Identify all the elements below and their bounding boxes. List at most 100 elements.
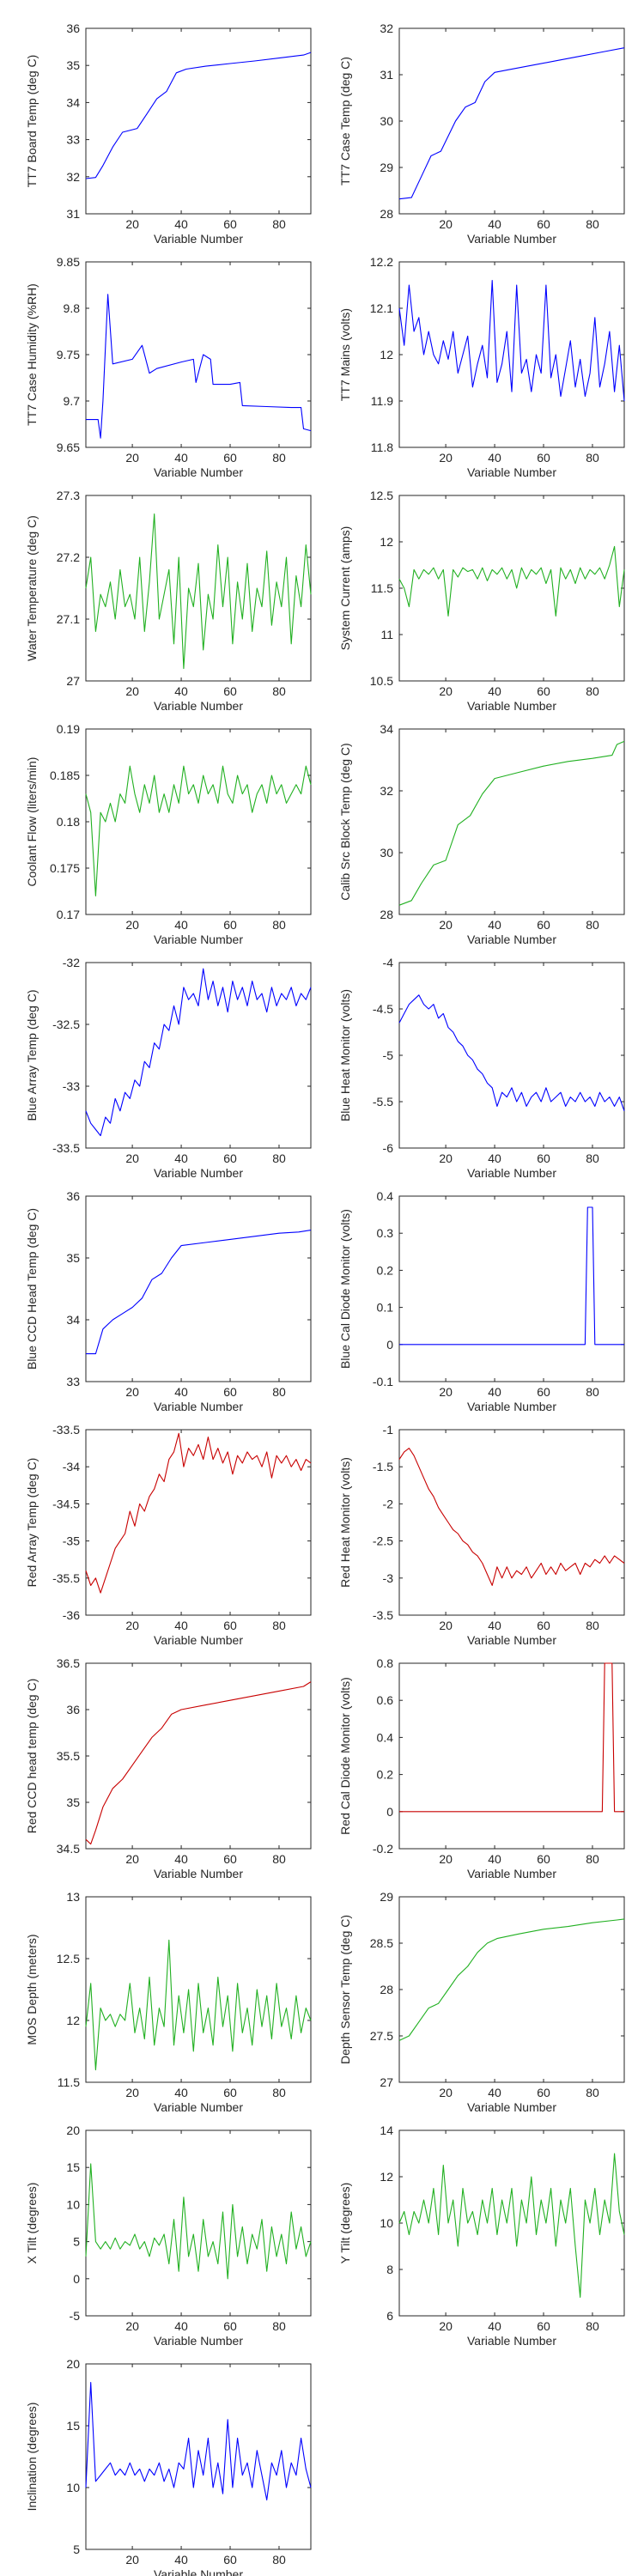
y-tick-label: 0	[386, 1338, 393, 1352]
y-tick-label: 0.18	[57, 815, 80, 829]
plot-area	[85, 2363, 312, 2550]
series-line	[86, 1230, 312, 1355]
y-tick-label: 35	[66, 1795, 80, 1809]
y-tick-label: 28	[380, 1983, 393, 1996]
series-line	[398, 740, 625, 906]
x-tick-label: 40	[488, 2086, 501, 2099]
x-axis-label: Variable Number	[154, 465, 243, 479]
y-tick-label: 0.4	[377, 1189, 394, 1203]
series-line	[85, 52, 312, 179]
x-tick-label: 20	[439, 217, 453, 231]
chart-panel: 28 29 30 31 32 20 40 60 80 Variable Number TT7 Cas…	[338, 21, 625, 246]
x-axis-label: Variable Number	[154, 699, 243, 713]
x-tick-label: 20	[125, 918, 139, 932]
x-axis-label: Variable Number	[467, 1633, 556, 1647]
y-tick-label: 6	[386, 2309, 393, 2323]
x-tick-label: 80	[586, 684, 599, 698]
x-tick-label: 60	[537, 1852, 550, 1866]
x-tick-label: 60	[223, 1852, 237, 1866]
x-axis-label: Variable Number	[154, 1166, 243, 1180]
y-tick-label: -0.1	[373, 1375, 393, 1388]
y-tick-label: 36	[66, 1703, 80, 1716]
x-tick-label: 80	[272, 1151, 286, 1165]
plot-area	[85, 2129, 312, 2317]
y-tick-label: 0.17	[57, 908, 80, 921]
x-tick-label: 20	[125, 684, 139, 698]
y-tick-label: 5	[73, 2543, 80, 2556]
y-tick-label: -35.5	[52, 1571, 80, 1585]
x-tick-label: 20	[439, 918, 453, 932]
y-axis-label: TT7 Board Temp (deg C)	[25, 55, 39, 188]
y-axis-label: Blue CCD Head Temp (deg C)	[25, 1208, 39, 1370]
y-tick-label: 9.65	[57, 440, 80, 454]
y-tick-label: 20	[66, 2357, 80, 2371]
plot-area	[85, 261, 312, 448]
y-tick-label: 30	[380, 114, 393, 128]
x-tick-label: 80	[272, 1619, 286, 1632]
y-tick-label: 9.7	[64, 394, 81, 408]
y-tick-label: -35	[63, 1534, 80, 1548]
x-tick-label: 80	[272, 918, 286, 932]
y-tick-label: 29	[380, 161, 393, 174]
x-tick-label: 20	[439, 2086, 453, 2099]
y-tick-label: 0.4	[377, 1730, 394, 1744]
y-tick-label: 0.1	[377, 1301, 394, 1315]
x-tick-label: 80	[586, 1619, 599, 1632]
x-tick-label: 80	[586, 1385, 599, 1399]
series-line	[85, 1939, 312, 2071]
x-axis-label: Variable Number	[467, 2100, 556, 2114]
y-tick-label: 15	[66, 2419, 80, 2433]
x-tick-label: 20	[125, 1619, 139, 1632]
y-tick-label: 34	[380, 722, 393, 736]
x-tick-label: 60	[537, 1151, 550, 1165]
x-tick-label: 80	[586, 1151, 599, 1165]
x-tick-label: 60	[223, 451, 237, 465]
y-tick-label: -2	[383, 1497, 394, 1510]
y-tick-label: 12.5	[57, 1952, 80, 1965]
plot-area	[85, 962, 312, 1149]
x-tick-label: 40	[174, 2319, 188, 2333]
y-tick-label: 12	[380, 535, 393, 549]
x-tick-label: 60	[537, 684, 550, 698]
series-line	[398, 545, 625, 617]
x-tick-label: 40	[174, 2086, 188, 2099]
plot-area	[398, 1195, 625, 1382]
y-tick-label: -1	[383, 1423, 394, 1437]
chart-panel: -33.5 -33 -32.5 -32 20 40 60 80 Variable Number B…	[25, 956, 312, 1180]
y-tick-label: 32	[380, 21, 393, 35]
x-tick-label: 20	[439, 451, 453, 465]
y-tick-label: 0.19	[57, 722, 80, 736]
y-tick-label: 13	[66, 1890, 80, 1904]
x-tick-label: 80	[586, 1852, 599, 1866]
y-tick-label: 33	[66, 133, 80, 147]
y-tick-label: 11.8	[371, 440, 393, 454]
x-tick-label: 20	[439, 1619, 453, 1632]
y-tick-label: 27	[66, 674, 80, 688]
y-axis-label: System Current (amps)	[338, 526, 352, 651]
y-tick-label: 33	[66, 1375, 80, 1388]
chart-panel: 27 27.5 28 28.5 29 20 40 60 80 Variable Number Dep…	[338, 1890, 625, 2114]
y-tick-label: 0.8	[377, 1656, 394, 1670]
x-tick-label: 80	[272, 2086, 286, 2099]
y-axis-label: Blue Heat Monitor (volts)	[338, 989, 352, 1121]
x-tick-label: 40	[174, 1385, 188, 1399]
y-tick-label: 36.5	[57, 1656, 80, 1670]
y-tick-label: 34	[66, 95, 80, 109]
series-line	[399, 1206, 624, 1346]
y-tick-label: 29	[380, 1890, 393, 1904]
y-tick-label: 9.8	[64, 301, 81, 315]
y-tick-label: -5	[383, 1048, 394, 1062]
y-tick-label: 34.5	[57, 1842, 80, 1856]
series-line	[398, 280, 625, 402]
x-tick-label: 40	[174, 1852, 188, 1866]
x-tick-label: 60	[537, 2319, 550, 2333]
x-axis-label: Variable Number	[154, 232, 243, 246]
x-tick-label: 60	[223, 1151, 237, 1165]
series-line	[85, 513, 312, 670]
x-tick-label: 80	[586, 217, 599, 231]
x-tick-label: 80	[586, 2319, 599, 2333]
x-tick-label: 20	[439, 1852, 453, 1866]
series-line	[85, 2382, 312, 2500]
x-axis-label: Variable Number	[467, 2334, 556, 2348]
